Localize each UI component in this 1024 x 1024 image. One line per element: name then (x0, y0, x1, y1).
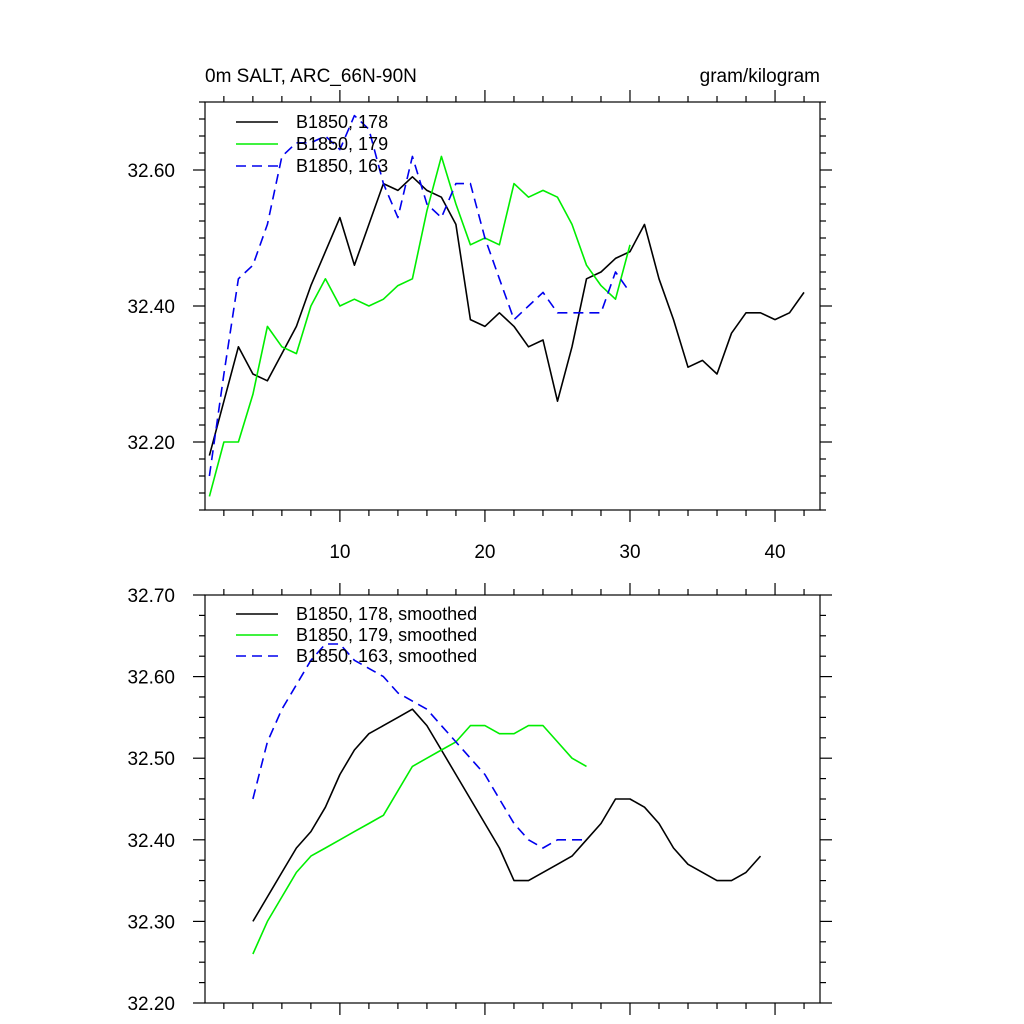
y-tick-label: 32.40 (127, 297, 175, 318)
y-tick-label: 32.60 (127, 161, 175, 182)
series-line-b1850-178-smoothed (252, 708, 762, 922)
legend-label-b1850-178: B1850, 178 (296, 112, 388, 132)
top-panel: 0m SALT, ARC_66N-90N gram/kilogram 10 20 30 4… (127, 66, 832, 563)
y-tick-label: 32.50 (127, 749, 175, 770)
legend-label-b1850-163-smoothed: B1850, 163, smoothed (296, 646, 477, 666)
chart-title: 0m SALT, ARC_66N-90N (205, 66, 417, 87)
y-tick-label: 32.40 (127, 831, 175, 852)
legend-label-b1850-179: B1850, 179 (296, 134, 388, 154)
x-tick-label: 40 (764, 542, 785, 563)
legend-label-b1850-163: B1850, 163 (296, 156, 388, 176)
x-tick-label: 10 (329, 542, 350, 563)
y-tick-label: 32.20 (127, 433, 175, 454)
y-tick-label: 32.20 (127, 994, 175, 1015)
bottom-panel: 32.20 32.30 32.40 32.50 32.60 32.70 B1850, 178… (127, 583, 832, 1015)
legend-label-b1850-178-smoothed: B1850, 178, smoothed (296, 604, 477, 624)
series-line-b1850-163-smoothed (252, 643, 587, 849)
units-label: gram/kilogram (700, 66, 820, 87)
series-line-b1850-163 (208, 114, 631, 477)
y-tick-label: 32.60 (127, 668, 175, 689)
series-line-b1850-178 (208, 176, 805, 456)
legend-label-b1850-179-smoothed: B1850, 179, smoothed (296, 625, 477, 645)
x-tick-label: 30 (619, 542, 640, 563)
x-tick-label: 20 (474, 542, 495, 563)
series-line-b1850-179-smoothed (252, 724, 587, 955)
y-tick-label: 32.70 (127, 586, 175, 607)
y-tick-label: 32.30 (127, 912, 175, 933)
series-line-b1850-179 (208, 155, 631, 497)
